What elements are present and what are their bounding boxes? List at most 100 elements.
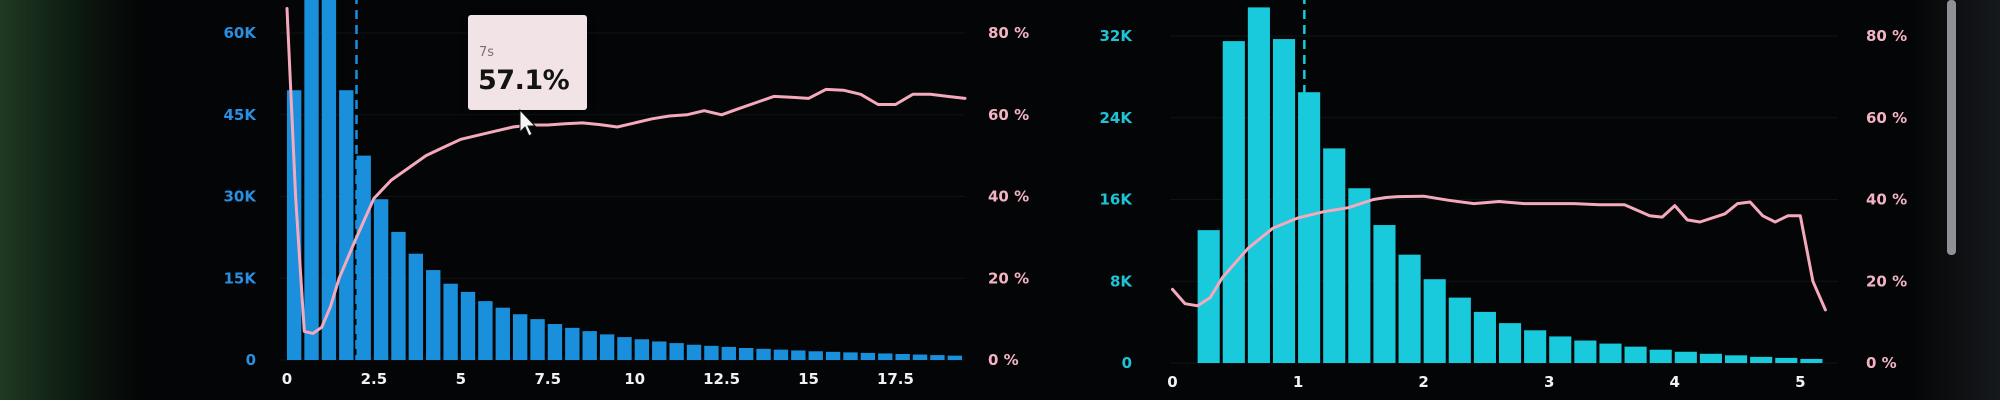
left-y2-tick-3: 60 % — [988, 106, 1029, 124]
left-y-tick-1: 15K — [224, 269, 258, 287]
right-bar-17 — [1624, 346, 1647, 363]
left-bar-28 — [773, 349, 789, 360]
right-bar-9 — [1423, 279, 1446, 363]
right-bar-12 — [1498, 323, 1522, 363]
left-x-tick-2: 5 — [456, 370, 466, 388]
right-bar-11 — [1473, 311, 1496, 363]
right-bar-19 — [1674, 351, 1697, 363]
left-x-tick-4: 10 — [624, 370, 645, 388]
left-bar-26 — [738, 348, 754, 360]
tooltip-value: 57.1% — [478, 65, 570, 96]
left-y2-tick-2: 40 % — [988, 188, 1029, 206]
left-y-tick-4: 60K — [224, 24, 258, 42]
left-bar-2 — [321, 0, 337, 360]
right-bar-10 — [1448, 297, 1471, 363]
left-bar-7 — [408, 253, 424, 360]
left-bar-18 — [599, 334, 615, 360]
right-y2-tick-4: 80 % — [1866, 27, 1907, 45]
right-bar-0 — [1197, 230, 1220, 363]
left-line-series — [285, 7, 967, 335]
right-bar-6 — [1348, 188, 1371, 363]
left-bezel — [0, 0, 140, 400]
left-x-tick-3: 7.5 — [534, 370, 561, 388]
left-bar-15 — [547, 324, 563, 360]
left-bar-16 — [565, 327, 580, 360]
right-bar-16 — [1599, 343, 1622, 363]
right-bar-8 — [1398, 254, 1421, 363]
left-bar-6 — [391, 231, 406, 360]
right-bar-22 — [1750, 356, 1773, 363]
left-bar-4 — [356, 155, 371, 360]
left-y2-tick-0: 0 % — [988, 351, 1019, 369]
right-y2-tick-2: 40 % — [1866, 191, 1907, 209]
right-line-series — [1171, 194, 1827, 312]
left-y2-tick-4: 80 % — [988, 24, 1029, 42]
left-bar-17 — [582, 331, 597, 360]
left-bar-10 — [460, 291, 476, 360]
right-bar-18 — [1649, 349, 1672, 363]
right-y-tick-1: 8K — [1110, 272, 1133, 290]
left-bar-9 — [443, 283, 458, 360]
left-y-tick-2: 30K — [224, 188, 258, 206]
tooltip-label: 7s — [479, 45, 495, 60]
right-y2-tick-0: 0 % — [1866, 354, 1897, 372]
left-bar-36 — [912, 354, 928, 360]
right-x-tick-1: 1 — [1293, 373, 1303, 391]
right-bar-2 — [1247, 7, 1270, 363]
left-bar-29 — [791, 350, 806, 360]
left-bar-20 — [634, 339, 650, 360]
left-bar-24 — [704, 345, 719, 360]
right-bar-5 — [1323, 148, 1346, 363]
left-y-tick-0: 0 — [246, 351, 256, 369]
left-bar-0 — [286, 90, 302, 360]
right-x-tick-2: 2 — [1418, 373, 1428, 391]
right-bar-4 — [1298, 92, 1321, 363]
left-bar-37 — [930, 355, 945, 360]
right-x-tick-4: 4 — [1670, 373, 1680, 391]
left-bar-8 — [426, 270, 441, 360]
right-y-tick-0: 0 — [1122, 354, 1132, 372]
right-y-tick-3: 24K — [1100, 109, 1134, 127]
left-bar-12 — [495, 307, 510, 360]
left-bar-25 — [721, 346, 736, 360]
left-bar-31 — [825, 351, 841, 360]
left-bar-23 — [686, 344, 702, 360]
tooltip: 7s 57.1% — [468, 15, 587, 110]
right-bar-23 — [1775, 357, 1798, 363]
right-bar-20 — [1699, 353, 1722, 363]
right-x-tick-0: 0 — [1167, 373, 1177, 391]
right-y-tick-2: 16K — [1100, 191, 1134, 209]
left-x-tick-7: 17.5 — [877, 370, 914, 388]
left-bar-27 — [756, 348, 771, 360]
left-x-tick-1: 2.5 — [361, 370, 388, 388]
right-bar-3 — [1272, 39, 1296, 364]
left-bar-30 — [808, 351, 823, 360]
left-y-tick-3: 45K — [224, 106, 258, 124]
left-bar-35 — [895, 354, 910, 360]
scrollbar-thumb[interactable] — [1947, 0, 1956, 255]
left-bar-38 — [947, 355, 962, 360]
right-bar-21 — [1724, 355, 1748, 363]
left-bar-1 — [304, 0, 319, 361]
right-x-tick-3: 3 — [1544, 373, 1554, 391]
right-bar-13 — [1524, 330, 1547, 363]
left-bar-3 — [339, 90, 354, 360]
left-bar-22 — [669, 343, 684, 360]
left-bar-13 — [512, 314, 528, 360]
right-y-tick-4: 32K — [1100, 27, 1134, 45]
left-bar-32 — [843, 352, 858, 360]
left-bar-5 — [373, 199, 389, 360]
right-x-tick-5: 5 — [1795, 373, 1805, 391]
right-bar-1 — [1222, 41, 1245, 363]
left-bar-14 — [530, 319, 545, 360]
left-y2-tick-1: 20 % — [988, 269, 1029, 287]
right-y2-tick-3: 60 % — [1866, 109, 1907, 127]
right-y2-tick-1: 20 % — [1866, 272, 1907, 290]
left-bar-19 — [617, 337, 632, 360]
right-bar-24 — [1800, 358, 1823, 363]
left-x-tick-0: 0 — [282, 370, 292, 388]
right-bar-15 — [1574, 340, 1597, 363]
right-bar-14 — [1549, 336, 1572, 363]
